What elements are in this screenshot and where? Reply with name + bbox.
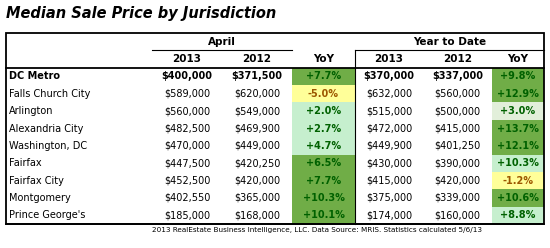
Bar: [492, 172, 544, 189]
Text: $560,000: $560,000: [434, 89, 481, 99]
Text: $632,000: $632,000: [366, 89, 412, 99]
Text: $337,000: $337,000: [432, 71, 483, 81]
Text: Median Sale Price by Jurisdiction: Median Sale Price by Jurisdiction: [6, 6, 276, 21]
Text: +10.1%: +10.1%: [302, 210, 344, 220]
Text: Fairfax: Fairfax: [9, 158, 42, 168]
Text: $515,000: $515,000: [366, 106, 412, 116]
Text: $339,000: $339,000: [434, 193, 481, 203]
Text: Alexandria City: Alexandria City: [9, 124, 84, 133]
Text: $420,000: $420,000: [234, 176, 280, 186]
Text: 2013: 2013: [173, 54, 201, 64]
Text: $375,000: $375,000: [366, 193, 412, 203]
Text: +9.8%: +9.8%: [500, 71, 536, 81]
Text: $371,500: $371,500: [232, 71, 283, 81]
Text: +2.7%: +2.7%: [306, 124, 341, 133]
Text: $160,000: $160,000: [434, 210, 481, 220]
Bar: [492, 155, 544, 172]
Bar: [292, 137, 355, 155]
Text: $549,000: $549,000: [234, 106, 280, 116]
Text: $402,550: $402,550: [164, 193, 210, 203]
Text: +2.0%: +2.0%: [306, 106, 341, 116]
Text: +6.5%: +6.5%: [306, 158, 341, 168]
Bar: [292, 189, 355, 207]
Text: $420,000: $420,000: [434, 176, 481, 186]
Bar: [492, 68, 544, 85]
Text: $560,000: $560,000: [164, 106, 210, 116]
Text: +7.7%: +7.7%: [306, 176, 341, 186]
Text: +7.7%: +7.7%: [306, 71, 341, 81]
Text: Washington, DC: Washington, DC: [9, 141, 87, 151]
Text: YoY: YoY: [313, 54, 334, 64]
Text: +3.0%: +3.0%: [500, 106, 536, 116]
Text: DC Metro: DC Metro: [9, 71, 60, 81]
Text: $174,000: $174,000: [366, 210, 412, 220]
Text: $430,000: $430,000: [366, 158, 412, 168]
Text: $470,000: $470,000: [164, 141, 210, 151]
Text: -1.2%: -1.2%: [503, 176, 534, 186]
Bar: [292, 68, 355, 85]
Text: Montgomery: Montgomery: [9, 193, 71, 203]
Text: -5.0%: -5.0%: [308, 89, 339, 99]
Bar: [492, 85, 544, 102]
Text: +13.7%: +13.7%: [497, 124, 539, 133]
Text: Year to Date: Year to Date: [413, 37, 486, 47]
Text: 2012: 2012: [443, 54, 472, 64]
Text: $452,500: $452,500: [164, 176, 210, 186]
Bar: [292, 120, 355, 137]
Text: $415,000: $415,000: [366, 176, 412, 186]
Text: Arlington: Arlington: [9, 106, 53, 116]
Text: $482,500: $482,500: [164, 124, 210, 133]
Bar: [292, 207, 355, 224]
Text: $500,000: $500,000: [434, 106, 481, 116]
Text: +10.6%: +10.6%: [497, 193, 539, 203]
Text: $449,900: $449,900: [366, 141, 412, 151]
Text: YoY: YoY: [508, 54, 529, 64]
Text: 2013: 2013: [375, 54, 404, 64]
Bar: [492, 137, 544, 155]
Text: $415,000: $415,000: [434, 124, 481, 133]
Text: $168,000: $168,000: [234, 210, 280, 220]
Text: $420,250: $420,250: [234, 158, 280, 168]
Text: 2013 RealEstate Business Intelligence, LLC. Data Source: MRIS. Statistics calcul: 2013 RealEstate Business Intelligence, L…: [152, 227, 482, 233]
Bar: [292, 85, 355, 102]
Bar: [492, 120, 544, 137]
Text: 2012: 2012: [243, 54, 272, 64]
Text: $589,000: $589,000: [164, 89, 210, 99]
Bar: [492, 102, 544, 120]
Text: $185,000: $185,000: [164, 210, 210, 220]
Text: Falls Church City: Falls Church City: [9, 89, 90, 99]
Text: +4.7%: +4.7%: [306, 141, 341, 151]
Text: $390,000: $390,000: [434, 158, 481, 168]
Bar: [292, 155, 355, 172]
Bar: [292, 102, 355, 120]
Text: $620,000: $620,000: [234, 89, 280, 99]
Text: $469,900: $469,900: [234, 124, 280, 133]
Text: Prince George's: Prince George's: [9, 210, 85, 220]
Bar: [492, 207, 544, 224]
Text: +12.1%: +12.1%: [497, 141, 539, 151]
Bar: [492, 189, 544, 207]
Text: +8.8%: +8.8%: [500, 210, 536, 220]
Text: $447,500: $447,500: [164, 158, 210, 168]
Text: $370,000: $370,000: [364, 71, 415, 81]
Bar: [6, 33, 544, 224]
Text: $472,000: $472,000: [366, 124, 412, 133]
Text: +10.3%: +10.3%: [497, 158, 539, 168]
Text: $365,000: $365,000: [234, 193, 280, 203]
Bar: [292, 172, 355, 189]
Text: +10.3%: +10.3%: [302, 193, 344, 203]
Text: $401,250: $401,250: [434, 141, 481, 151]
Text: April: April: [208, 37, 236, 47]
Text: $400,000: $400,000: [162, 71, 212, 81]
Text: Fairfax City: Fairfax City: [9, 176, 64, 186]
Text: +12.9%: +12.9%: [497, 89, 539, 99]
Text: $449,000: $449,000: [234, 141, 280, 151]
